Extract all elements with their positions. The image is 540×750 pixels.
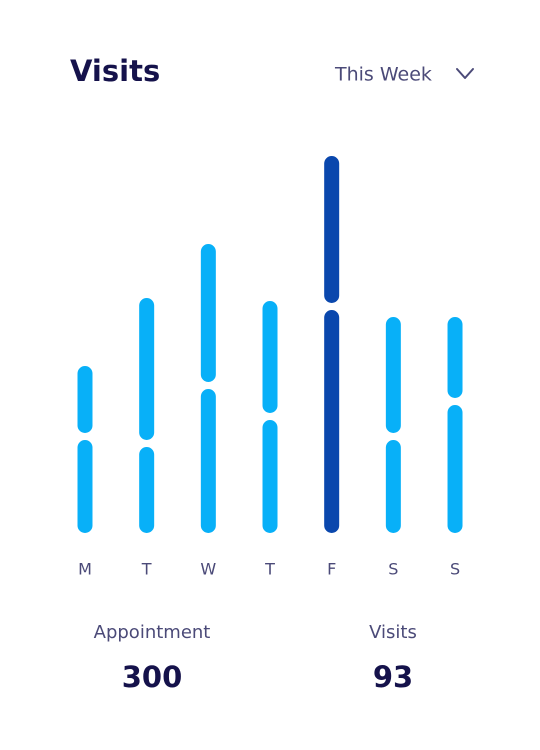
x-tick-label: M xyxy=(78,560,92,579)
dropdown-chevron[interactable] xyxy=(456,68,474,79)
bar-segment xyxy=(385,317,401,433)
x-tick-label: S xyxy=(388,560,398,579)
period-dropdown[interactable]: This Week xyxy=(334,64,474,86)
card-title: Visits xyxy=(70,54,160,88)
bar-segment xyxy=(139,298,155,440)
x-tick-label: S xyxy=(450,560,460,579)
bar-segment xyxy=(385,440,401,533)
bar-segment xyxy=(324,156,340,303)
bar-segment xyxy=(324,310,340,533)
summary-value: 300 xyxy=(122,660,183,694)
bar-segment xyxy=(139,447,155,533)
bar-segment xyxy=(447,405,463,533)
x-tick-label: W xyxy=(200,560,216,579)
summary-label: Visits xyxy=(369,622,417,643)
bar-segment xyxy=(200,389,216,533)
x-tick-label: T xyxy=(141,560,152,579)
bar-segment xyxy=(262,420,278,533)
bar-segment xyxy=(200,244,216,382)
x-tick-label: F xyxy=(327,560,336,579)
bar-segment xyxy=(77,366,93,433)
x-tick-label: T xyxy=(264,560,275,579)
period-label[interactable]: This Week xyxy=(334,64,432,86)
bar-segment xyxy=(77,440,93,533)
bar-segment xyxy=(262,301,278,413)
summary-value: 93 xyxy=(373,660,413,694)
summary: Appointment 300 Visits 93 xyxy=(94,622,417,694)
bar-segment xyxy=(447,317,463,398)
summary-label: Appointment xyxy=(94,622,211,643)
